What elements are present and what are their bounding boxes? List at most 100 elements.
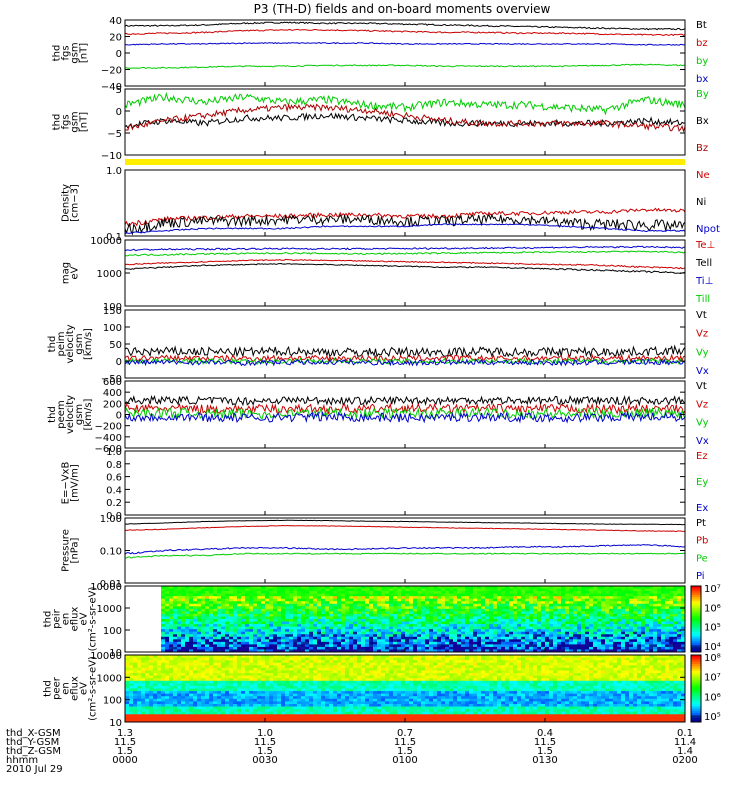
heatmap-cell xyxy=(617,619,622,622)
heatmap-cell xyxy=(485,586,490,589)
heatmap-cell xyxy=(145,591,150,595)
heatmap-cell xyxy=(505,636,510,640)
heatmap-cell xyxy=(257,641,262,645)
heatmap-cell xyxy=(465,629,470,633)
y-axis-label: gsm xyxy=(74,333,85,354)
heatmap-cell xyxy=(241,667,246,671)
heatmap-cell xyxy=(657,641,662,645)
series-Vx xyxy=(124,410,686,424)
heatmap-cell xyxy=(157,683,162,687)
heatmap-cell xyxy=(661,621,666,625)
heatmap-cell xyxy=(349,616,354,620)
heatmap-cell xyxy=(189,701,194,705)
heatmap-cell xyxy=(681,613,686,617)
heatmap-cell xyxy=(133,616,138,620)
heatmap-cell xyxy=(621,619,626,622)
heatmap-cell xyxy=(445,646,450,650)
heatmap-cell xyxy=(509,613,514,617)
heatmap-cell xyxy=(445,649,450,653)
heatmap-cell xyxy=(549,603,554,607)
series-Ti⊥ xyxy=(124,245,686,252)
heatmap-cell xyxy=(205,588,210,592)
heatmap-cell xyxy=(581,598,586,602)
heatmap-cell xyxy=(197,698,202,702)
heatmap-cell xyxy=(377,593,382,597)
heatmap-cell xyxy=(297,603,302,607)
y-axis-label: eV xyxy=(70,266,81,279)
heatmap-cell xyxy=(129,680,134,684)
heatmap-cell xyxy=(293,636,298,640)
heatmap-cell xyxy=(125,719,130,723)
heatmap-cell xyxy=(165,691,170,695)
heatmap-cell xyxy=(385,641,390,645)
heatmap-cell xyxy=(157,698,162,702)
heatmap-cell xyxy=(309,596,314,600)
heatmap-cell xyxy=(225,714,230,718)
heatmap-cell xyxy=(241,601,246,605)
heatmap-cell xyxy=(193,683,198,687)
heatmap-cell xyxy=(233,714,238,718)
heatmap-cell xyxy=(557,603,562,607)
heatmap-cell xyxy=(129,619,134,622)
heatmap-cell xyxy=(537,624,542,628)
heatmap-cell xyxy=(437,649,442,653)
heatmap-cell xyxy=(461,639,466,643)
heatmap-cell xyxy=(537,598,542,602)
heatmap-cell xyxy=(509,601,514,605)
heatmap-cell xyxy=(269,629,274,633)
heatmap-cell xyxy=(461,636,466,640)
heatmap-cell xyxy=(681,586,686,589)
heatmap-cell xyxy=(265,629,270,633)
heatmap-cell xyxy=(289,593,294,597)
heatmap-cell xyxy=(537,649,542,653)
heatmap-cell xyxy=(133,593,138,597)
heatmap-cell xyxy=(137,606,142,610)
heatmap-cell xyxy=(677,641,682,645)
heatmap-cell xyxy=(185,591,190,595)
heatmap-cell xyxy=(337,621,342,625)
heatmap-cell xyxy=(565,644,570,648)
heatmap-cell xyxy=(645,606,650,610)
heatmap-cell xyxy=(469,646,474,650)
heatmap-cell xyxy=(265,675,270,679)
heatmap-cell xyxy=(497,649,502,653)
heatmap-cell xyxy=(573,644,578,648)
heatmap-cell xyxy=(309,629,314,633)
heatmap-cell xyxy=(277,678,282,682)
heatmap-cell xyxy=(401,596,406,600)
heatmap-cell xyxy=(545,596,550,600)
heatmap-cell xyxy=(593,624,598,628)
heatmap-cell xyxy=(573,626,578,630)
heatmap-cell xyxy=(201,624,206,628)
heatmap-cell xyxy=(625,593,630,597)
heatmap-cell xyxy=(609,629,614,633)
heatmap-cell xyxy=(433,608,438,612)
heatmap-cell xyxy=(657,588,662,592)
heatmap-cell xyxy=(137,660,142,664)
heatmap-cell xyxy=(233,657,238,661)
heatmap-cell xyxy=(181,586,186,589)
heatmap-cell xyxy=(589,624,594,628)
heatmap-cell xyxy=(481,593,486,597)
heatmap-cell xyxy=(177,667,182,671)
heatmap-cell xyxy=(481,626,486,630)
heatmap-cell xyxy=(193,719,198,723)
heatmap-cell xyxy=(205,613,210,617)
heatmap-cell xyxy=(557,631,562,635)
heatmap-cell xyxy=(433,621,438,625)
heatmap-cell xyxy=(225,621,230,625)
heatmap-cell xyxy=(673,644,678,648)
heatmap-cell xyxy=(197,591,202,595)
heatmap-cell xyxy=(393,611,398,615)
heatmap-cell xyxy=(673,624,678,628)
heatmap-cell xyxy=(241,693,246,697)
heatmap-cell xyxy=(477,649,482,653)
heatmap-cell xyxy=(133,613,138,617)
heatmap-cell xyxy=(449,629,454,633)
heatmap-cell xyxy=(517,636,522,640)
heatmap-cell xyxy=(517,641,522,645)
heatmap-cell xyxy=(513,636,518,640)
heatmap-cell xyxy=(285,673,290,677)
heatmap-cell xyxy=(373,621,378,625)
